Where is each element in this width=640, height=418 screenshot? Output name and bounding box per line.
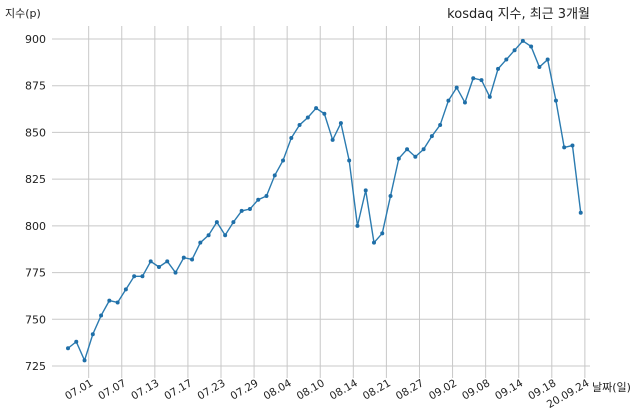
y-tick-label: 775 [25, 267, 46, 280]
data-point [553, 98, 558, 103]
data-point [231, 220, 236, 225]
series-line [67, 39, 582, 363]
x-tick-label: 08.21 [361, 377, 393, 402]
y-tick-label: 850 [25, 126, 46, 139]
data-point [256, 197, 261, 202]
x-tick-label: 07.01 [63, 377, 95, 402]
data-point [272, 173, 277, 178]
x-tick-label: 07.13 [129, 377, 161, 402]
x-tick-label: 08.04 [262, 377, 294, 403]
x-axis: 07.01 07.07 07.13 07.17 07.23 07.29 08.04 08.10… [63, 377, 592, 411]
data-point [148, 259, 153, 264]
y-tick-label: 825 [25, 173, 46, 186]
data-point [504, 57, 509, 62]
x-tick-label: 08.10 [295, 377, 327, 402]
x-tick-label: 07.17 [162, 377, 194, 402]
data-point [322, 111, 327, 116]
data-point [413, 154, 418, 159]
data-point [190, 257, 195, 262]
y-tick-label: 800 [25, 220, 46, 233]
data-point [570, 143, 575, 148]
data-point [446, 98, 451, 103]
x-tick-label: 08.14 [328, 377, 360, 403]
data-point [330, 137, 335, 142]
data-point [223, 233, 228, 238]
y-tick-label: 875 [25, 80, 46, 93]
data-point [520, 38, 525, 43]
y-tick-label: 725 [25, 360, 46, 373]
y-axis-label: 지수(p) [5, 7, 41, 20]
data-point [405, 147, 410, 152]
y-axis: 725 750 775 800 825 850 875 900 [25, 33, 46, 373]
data-point [314, 106, 319, 111]
data-point [338, 121, 343, 126]
data-point [578, 210, 583, 215]
y-tick-label: 900 [25, 33, 46, 46]
data-point [289, 136, 294, 141]
data-point [454, 85, 459, 90]
data-point [438, 122, 443, 127]
data-point [347, 158, 352, 163]
data-point [247, 207, 252, 212]
data-point [66, 346, 70, 351]
data-point [90, 332, 95, 337]
data-point [529, 44, 534, 49]
data-point [132, 274, 137, 279]
data-point [512, 48, 517, 53]
x-tick-label: 07.07 [96, 377, 128, 402]
data-point [355, 223, 360, 228]
data-point [388, 193, 393, 198]
data-point [140, 274, 145, 279]
data-point [82, 358, 87, 363]
data-point [264, 193, 269, 198]
data-point [537, 65, 542, 70]
data-point [198, 240, 203, 245]
data-point [363, 188, 368, 193]
y-tick-label: 750 [25, 313, 46, 326]
data-point [496, 66, 501, 71]
data-point [380, 231, 385, 236]
data-point [239, 208, 244, 213]
data-point [107, 298, 112, 303]
data-point [396, 156, 401, 161]
data-point [462, 100, 467, 105]
chart-title: kosdaq 지수, 최근 3개월 [447, 7, 590, 22]
data-point [74, 339, 79, 344]
data-point [487, 94, 492, 99]
data-point [371, 240, 376, 245]
x-tick-label: 09.08 [460, 377, 492, 402]
data-point [115, 300, 120, 305]
x-tick-label: 09.02 [427, 377, 459, 402]
data-point [429, 134, 434, 139]
data-point [156, 264, 161, 269]
data-point [99, 313, 104, 318]
data-point [471, 76, 476, 81]
data-point [165, 259, 170, 264]
data-point [206, 233, 211, 238]
data-point [562, 145, 567, 150]
data-point [479, 78, 484, 83]
x-tick-label: 08.27 [394, 377, 426, 402]
series-points [66, 38, 583, 363]
data-point [173, 270, 178, 275]
data-point [305, 115, 310, 120]
data-point [297, 122, 302, 127]
data-point [281, 158, 286, 163]
x-tick-label: 09.14 [493, 377, 525, 403]
x-tick-label: 07.29 [229, 377, 261, 402]
data-point [123, 287, 128, 292]
data-point [181, 255, 186, 260]
grid [52, 26, 590, 378]
x-tick-label: 07.23 [195, 377, 227, 402]
data-point [545, 57, 550, 62]
x-axis-label: 날짜(일) [592, 380, 631, 394]
data-point [421, 147, 426, 152]
data-point [214, 220, 219, 225]
